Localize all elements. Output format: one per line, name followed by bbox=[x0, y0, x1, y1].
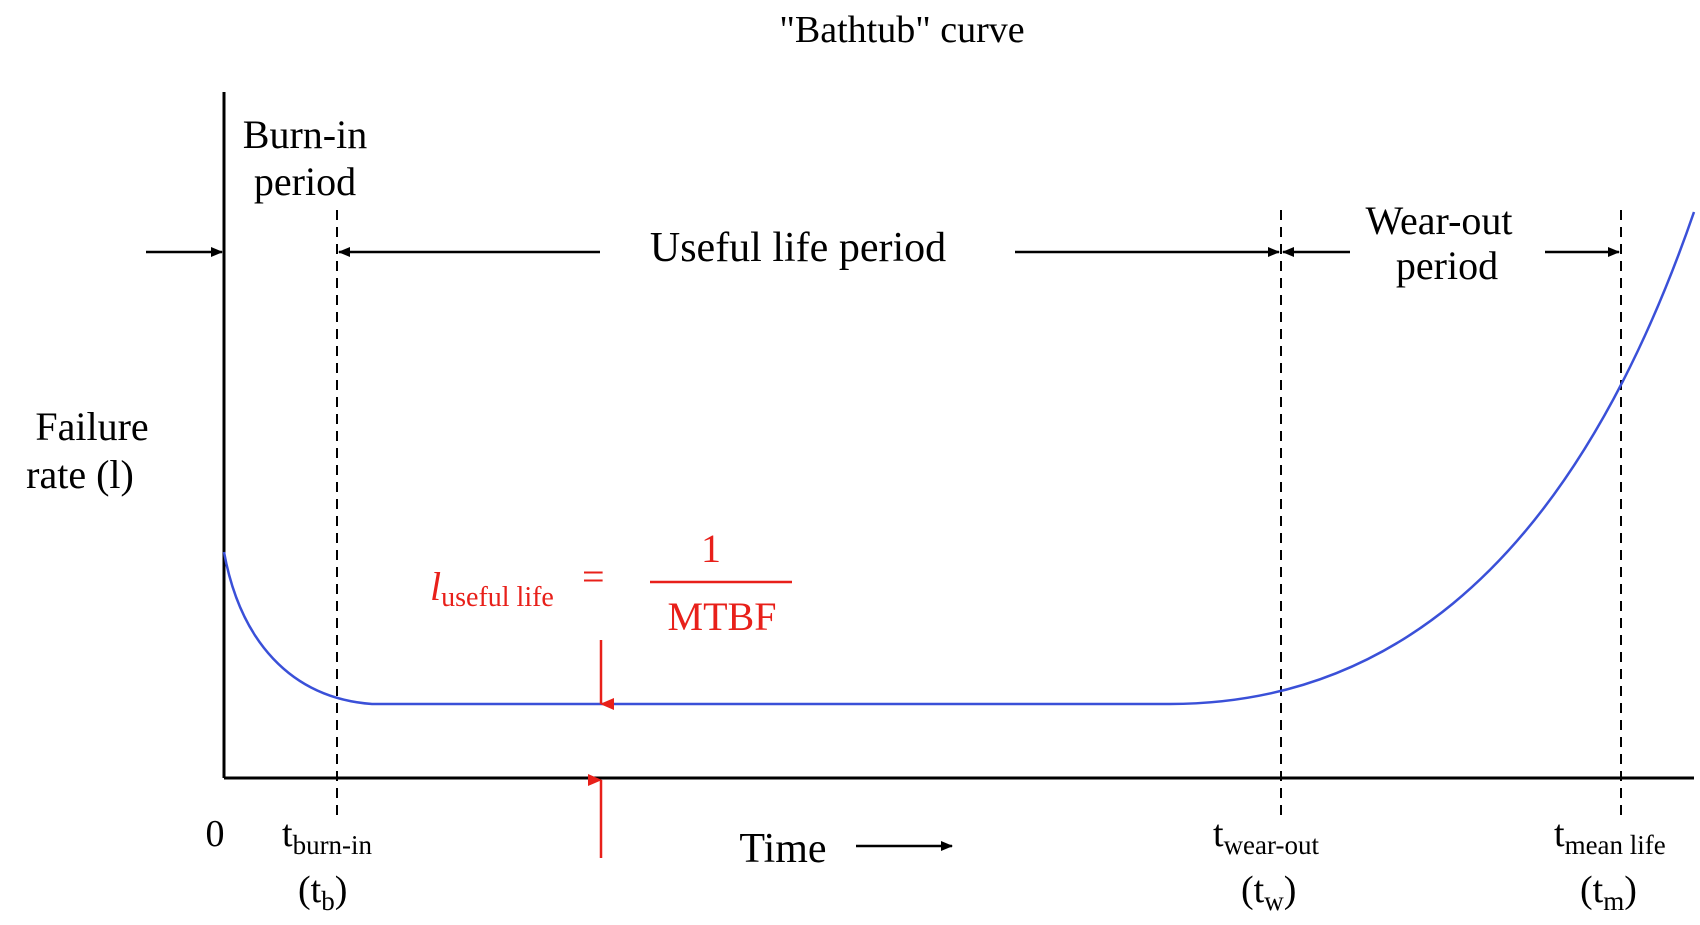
y-axis-label-line1: Failure bbox=[35, 404, 148, 449]
x-axis-label: Time bbox=[739, 826, 826, 872]
formula-equals: = bbox=[582, 554, 605, 599]
burn-in-marker-short: (tb) bbox=[298, 869, 347, 916]
y-axis-label-line2: rate (l) bbox=[26, 452, 134, 497]
failure-rate-curve bbox=[222, 211, 1696, 706]
burn-in-label-line1: Burn-in bbox=[243, 112, 367, 157]
wear-out-marker-label: twear-out bbox=[1213, 813, 1319, 860]
formula-numerator: 1 bbox=[701, 526, 721, 571]
wear-out-label-line2: period bbox=[1396, 243, 1498, 288]
origin-label: 0 bbox=[206, 813, 225, 855]
wear-out-label-line1: Wear-out bbox=[1365, 198, 1512, 243]
mean-life-marker-label: tmean life bbox=[1554, 813, 1666, 860]
useful-life-label: Useful life period bbox=[650, 225, 946, 271]
diagram-title: "Bathtub" curve bbox=[779, 9, 1024, 51]
mean-life-marker-short: (tm) bbox=[1580, 869, 1637, 916]
wear-out-marker-short: (tw) bbox=[1241, 869, 1296, 916]
burn-in-marker-label: tburn-in bbox=[282, 813, 373, 860]
formula-denominator: MTBF bbox=[668, 594, 777, 639]
formula-lhs: luseful life bbox=[430, 564, 554, 613]
burn-in-label-line2: period bbox=[254, 159, 356, 204]
